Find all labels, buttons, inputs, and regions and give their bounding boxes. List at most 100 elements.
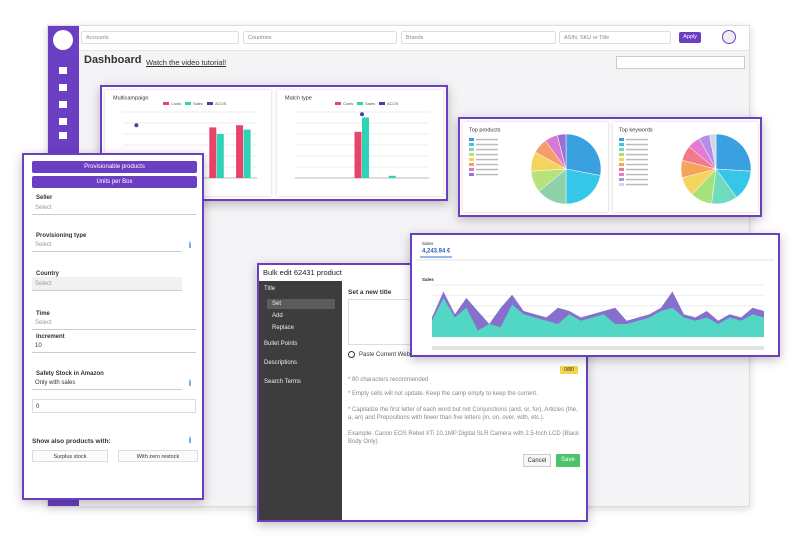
nav-icon[interactable] — [59, 67, 67, 74]
chart-card: Match type Costs Sales ACOS — [277, 90, 443, 196]
legend-swatch — [469, 148, 474, 151]
legend-swatch — [619, 168, 624, 171]
kpi-label: Sales — [422, 241, 434, 246]
select[interactable]: Select — [32, 277, 182, 291]
bar — [236, 125, 244, 178]
legend-swatch — [619, 173, 624, 176]
info-icon[interactable]: i — [188, 435, 192, 445]
filter-input[interactable]: Accounts — [81, 31, 239, 44]
paste-label[interactable]: Paste Current Web Title — [359, 352, 423, 358]
area-chart: Sales 4,243.94 € Sales — [416, 241, 774, 350]
acos-point — [360, 112, 364, 117]
cancel-button[interactable]: Cancel — [523, 454, 551, 467]
menu-item[interactable]: Add — [272, 313, 283, 319]
legend-swatch — [619, 158, 624, 161]
acos-point — [134, 123, 139, 128]
legend-text — [476, 173, 498, 176]
legend-text — [626, 173, 648, 176]
legend-text — [626, 163, 648, 166]
filter-panel: Provisionable products Units per Box Sel… — [22, 153, 204, 500]
legend-swatch — [469, 153, 474, 156]
select[interactable]: Select — [32, 238, 182, 252]
legend-text — [476, 158, 498, 161]
filter-button[interactable]: Provisionable products — [32, 161, 197, 173]
field-label: Provisioning type — [36, 233, 87, 239]
top-panel: Top products Top keywords — [458, 117, 762, 217]
legend-label: Costs — [343, 101, 353, 106]
section-label: Show also products with: — [32, 438, 111, 445]
pie-chart: Top products — [469, 127, 602, 205]
save-button[interactable]: Save — [556, 454, 580, 467]
legend-text — [626, 168, 648, 171]
legend-swatch — [619, 138, 624, 141]
field-label: Safety Stock in Amazon — [36, 371, 104, 377]
option-button[interactable]: With zero restock — [118, 450, 198, 462]
menu-item[interactable]: Replace — [272, 325, 295, 331]
field-label: Time — [36, 311, 50, 317]
menu-item[interactable]: Search Terms — [264, 379, 301, 385]
bar-chart: Multicampaign Costs Sales ACOS — [113, 95, 257, 179]
menu-item[interactable]: Set — [272, 301, 282, 307]
legend-swatch — [619, 178, 624, 181]
tutorial-link[interactable]: Watch the video tutorial! — [146, 58, 227, 67]
heading: Set a new title — [348, 289, 392, 296]
legend-label: ACOS — [387, 101, 399, 106]
menu-item[interactable]: Title — [264, 286, 276, 292]
filter-input[interactable]: ASIN, SKU or Title — [559, 31, 671, 44]
legend-text — [476, 148, 498, 151]
menu-item[interactable]: Descriptions — [264, 360, 298, 366]
nav-icon[interactable] — [59, 132, 67, 139]
radio[interactable] — [348, 351, 355, 358]
avatar[interactable] — [722, 30, 736, 44]
nav-icon[interactable] — [59, 118, 67, 125]
select[interactable]: Select — [32, 316, 196, 330]
legend-swatch — [619, 148, 624, 151]
legend-swatch — [335, 102, 341, 105]
legend-swatch — [163, 102, 169, 105]
legend-text — [626, 178, 648, 181]
select[interactable]: Select — [32, 201, 196, 215]
legend-label: Sales — [365, 101, 375, 106]
nav-icon[interactable] — [59, 101, 67, 108]
chart-title: Multicampaign — [113, 95, 148, 101]
pie-slice — [709, 133, 717, 170]
info-icon[interactable]: i — [188, 378, 192, 388]
filter-button[interactable]: Units per Box — [32, 176, 197, 188]
counter-badge: 0/80 — [560, 366, 578, 374]
chart-title: Top products — [469, 127, 501, 133]
select[interactable]: Only with sales — [32, 376, 182, 390]
bar — [209, 127, 217, 178]
legend-swatch — [469, 138, 474, 141]
option-button[interactable]: Surplus stock — [32, 450, 108, 462]
input[interactable]: 0 — [32, 399, 196, 413]
area — [432, 298, 764, 337]
legend-text — [626, 148, 648, 151]
chart-card: Top keywords — [613, 122, 758, 212]
legend-swatch — [619, 153, 624, 156]
legend-swatch — [379, 102, 385, 105]
legend-text — [476, 168, 498, 171]
legend-text — [476, 153, 498, 156]
filter-input[interactable]: Countries — [243, 31, 397, 44]
legend-text — [626, 183, 648, 186]
bar — [216, 134, 224, 178]
bar — [243, 129, 251, 178]
legend-text — [626, 153, 648, 156]
topbar: Accounts Countries Brands ASIN, SKU or T… — [79, 26, 749, 51]
input[interactable]: 10 — [32, 339, 196, 353]
apply-button[interactable]: Apply — [679, 32, 701, 43]
pie-chart: Top keywords — [619, 127, 752, 205]
nav-icon[interactable] — [59, 84, 67, 91]
date-input[interactable] — [616, 56, 745, 69]
note: * Empty cells will not update. Keep the … — [348, 391, 538, 397]
filter-input[interactable]: Brands — [401, 31, 556, 44]
info-icon[interactable]: i — [188, 240, 192, 250]
menu-highlight — [267, 299, 335, 309]
sales-panel: Sales 4,243.94 € Sales — [410, 233, 780, 357]
bar — [354, 131, 362, 178]
legend-label: Costs — [171, 101, 181, 106]
logo[interactable] — [53, 30, 73, 50]
menu-item[interactable]: Bullet Points — [264, 341, 298, 347]
legend-text — [626, 138, 648, 141]
legend-swatch — [469, 158, 474, 161]
